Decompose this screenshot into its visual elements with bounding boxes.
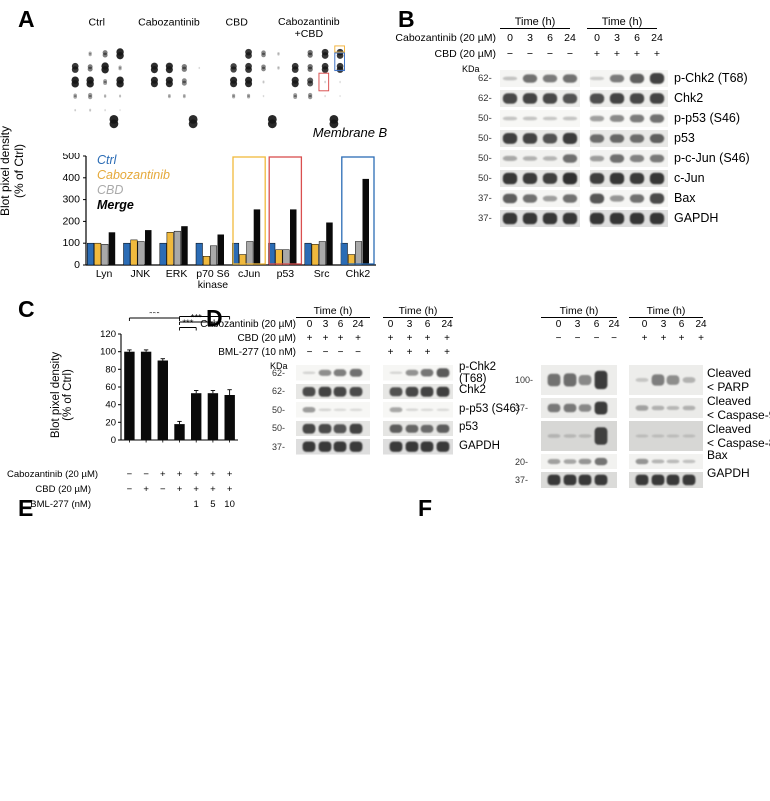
svg-text:Src: Src	[314, 268, 330, 280]
svg-text:ERK: ERK	[166, 268, 188, 280]
svg-text:kinase: kinase	[198, 279, 229, 291]
svg-text:300: 300	[62, 194, 80, 206]
svg-text:200: 200	[62, 215, 80, 227]
svg-text:JNK: JNK	[130, 268, 150, 280]
svg-text:400: 400	[62, 172, 80, 184]
svg-text:Chk2: Chk2	[346, 268, 371, 280]
svg-text:Lyn: Lyn	[96, 268, 113, 280]
svg-text:500: 500	[62, 153, 80, 162]
svg-text:p53: p53	[277, 268, 295, 280]
svg-text:100: 100	[62, 237, 80, 249]
svg-text:0: 0	[74, 259, 80, 271]
svg-text:cJun: cJun	[238, 268, 260, 280]
